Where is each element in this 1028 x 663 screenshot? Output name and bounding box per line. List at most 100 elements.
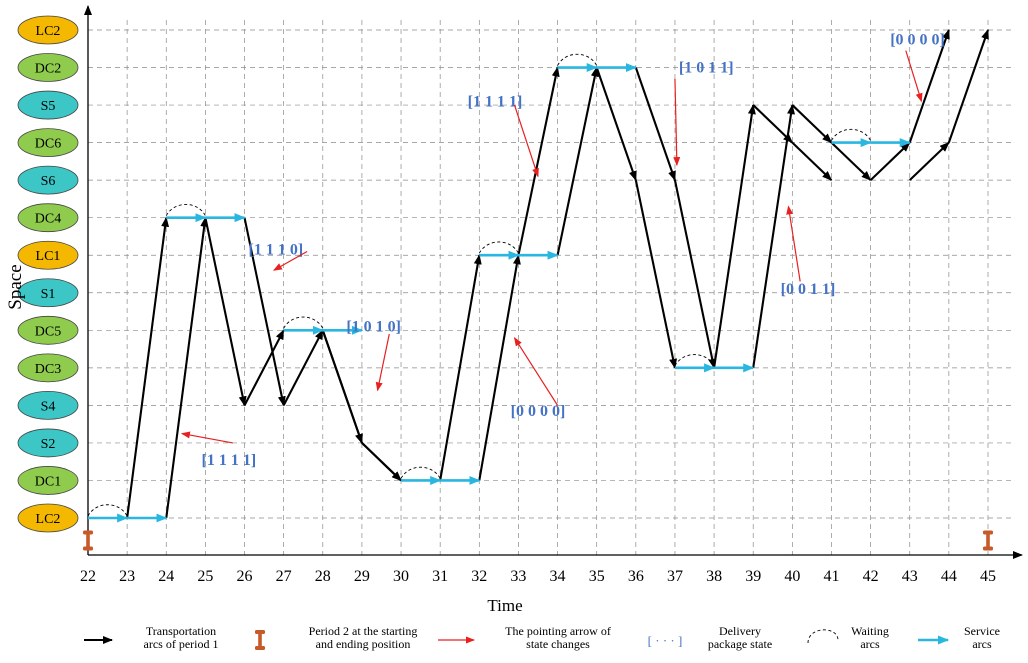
state-annotations: [1 1 1 1] [1 1 1 0] [1 0 1 0] [0 0 0 0] [1 1…	[180, 31, 945, 469]
state-label: [0 0 0 0]	[890, 31, 945, 48]
waiting-arc	[557, 53, 598, 66]
x-axis-label: Time	[487, 596, 522, 615]
time-tick-label: 23	[119, 568, 135, 585]
node-ellipse	[17, 428, 79, 458]
transport-arc	[165, 216, 209, 519]
waiting-arc	[478, 241, 519, 254]
transport-arc	[321, 329, 363, 444]
y-axis-label: Space	[5, 264, 26, 309]
node-label: DC4	[35, 212, 61, 227]
transport-arc	[673, 179, 717, 369]
node-label: LC1	[36, 249, 61, 264]
time-tick-label: 33	[510, 568, 526, 585]
transport-arc	[909, 141, 950, 181]
state-label: [0 0 1 1]	[781, 281, 836, 298]
waiting-arc	[831, 128, 871, 141]
state-change-arrow	[786, 205, 801, 282]
state-label: [1 0 1 0]	[346, 319, 401, 336]
time-tick-label: 41	[823, 568, 839, 585]
time-tick-label: 32	[471, 568, 487, 585]
node-label: S2	[41, 437, 56, 452]
node-ellipse	[17, 15, 79, 45]
transport-arc	[243, 329, 285, 406]
time-tick-label: 38	[706, 568, 722, 585]
time-tick-label: 45	[980, 568, 996, 585]
node-labels: LC2 DC2 S5 DC6 S6 DC4 LC1 S1 DC5 DC3 S4 S2 DC1 LC2	[17, 15, 79, 533]
transport-arc	[556, 66, 599, 256]
legend: [ · · · ] Transportation arcs of period 1 P…	[84, 624, 1000, 651]
transport-arc	[595, 67, 637, 182]
legend-delivery-label: Delivery package state	[708, 624, 772, 651]
transport-arcs	[126, 29, 989, 519]
node-label: S4	[41, 399, 56, 414]
node-ellipse	[17, 53, 79, 82]
state-label: [1 0 1 1]	[679, 60, 734, 77]
time-tick-label: 34	[550, 568, 566, 585]
time-tick-label: 26	[237, 568, 253, 585]
transport-arc	[478, 254, 521, 481]
transport-arc	[361, 442, 402, 482]
node-label: S1	[41, 287, 56, 302]
legend-period2-symbol	[255, 630, 265, 650]
time-tick-label: 40	[784, 568, 800, 585]
time-tick-labels: 22 23 24 25 26 27 28 29 30 31 32 33 34 35 36 37 38 39 40 41…	[80, 568, 996, 585]
time-tick-label: 42	[863, 568, 879, 585]
node-label: DC2	[35, 62, 61, 77]
node-ellipse	[17, 90, 79, 120]
time-tick-label: 27	[276, 568, 292, 585]
transport-arc	[908, 29, 950, 143]
legend-period2-label: Period 2 at the starting and ending posit…	[309, 624, 418, 651]
state-label: [1 1 1 1]	[468, 93, 523, 110]
time-tick-label: 36	[628, 568, 644, 585]
state-change-arrow	[673, 78, 681, 167]
state-change-arrow	[272, 250, 308, 271]
legend-delivery-symbol: [ · · · ]	[648, 633, 683, 648]
transport-arc	[752, 104, 795, 368]
axes	[84, 5, 1023, 559]
node-ellipse	[17, 165, 79, 195]
node-label: LC2	[36, 512, 61, 527]
legend-pointing-label: The pointing arrow of state changes	[505, 624, 611, 651]
node-label: S5	[41, 99, 56, 114]
node-ellipse	[17, 203, 79, 233]
period2-marker	[83, 530, 93, 551]
transport-arc	[791, 141, 833, 181]
period2-marker	[982, 530, 993, 551]
waiting-arc	[283, 316, 324, 329]
time-tick-label: 25	[197, 568, 213, 585]
legend-service-label: Service arcs	[964, 624, 1000, 651]
transport-arc	[243, 217, 286, 407]
transport-arc	[517, 66, 560, 256]
transport-arc	[830, 141, 872, 181]
waiting-arcs	[87, 53, 871, 517]
node-ellipse	[17, 128, 79, 158]
time-tick-label: 24	[158, 568, 174, 585]
transport-arc	[439, 254, 482, 481]
node-ellipse	[17, 353, 79, 383]
service-arcs	[88, 63, 911, 523]
legend-transport-label: Transportation arcs of period 1	[144, 624, 219, 651]
transport-arc	[204, 217, 247, 407]
time-tick-label: 22	[80, 568, 96, 585]
node-label: DC6	[35, 137, 61, 152]
node-ellipse	[17, 466, 79, 495]
period2-markers	[83, 530, 993, 551]
time-tick-label: 30	[393, 568, 409, 585]
transport-arc	[713, 104, 756, 368]
state-label: [0 0 0 0]	[511, 403, 566, 420]
state-label: [1 1 1 0]	[248, 242, 303, 259]
legend-waiting-label: Waiting arcs	[851, 624, 889, 651]
time-tick-label: 29	[354, 568, 370, 585]
time-tick-label: 31	[432, 568, 448, 585]
transport-arc	[947, 29, 989, 143]
node-ellipse	[17, 278, 79, 308]
transport-arc	[282, 329, 324, 406]
state-change-arrow	[180, 431, 233, 444]
time-tick-label: 44	[941, 568, 957, 585]
state-change-arrow	[905, 50, 923, 103]
state-change-arrow	[375, 333, 390, 392]
waiting-arc	[165, 203, 206, 216]
node-label: DC1	[35, 474, 61, 489]
state-change-arrow	[513, 104, 539, 178]
